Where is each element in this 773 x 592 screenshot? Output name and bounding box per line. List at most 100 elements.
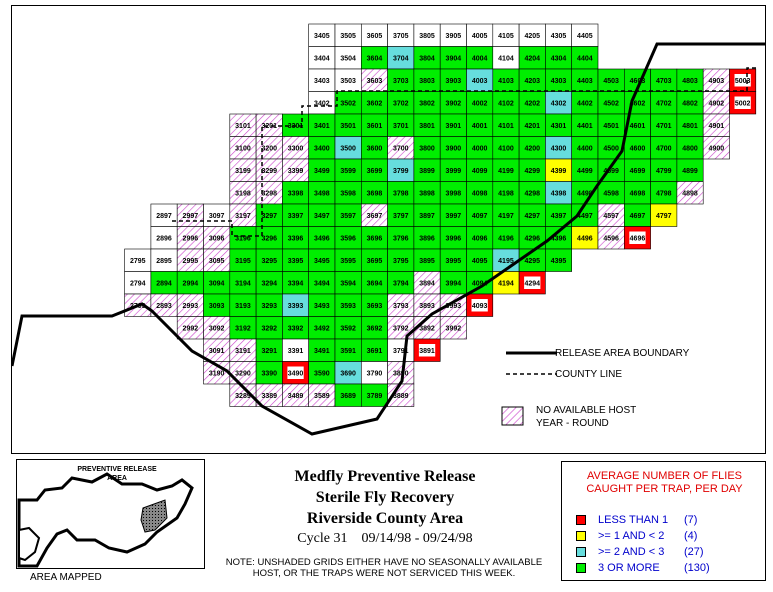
grid-cell-label: 4702: [656, 100, 672, 107]
grid-cell-3593: 3593: [334, 293, 362, 317]
grid-cell-label: 4902: [709, 100, 725, 107]
grid-cell-4900: 4900: [702, 136, 730, 160]
grid-cell-3389: 3389: [255, 383, 283, 407]
grid-cell-3401: 3401: [308, 113, 336, 137]
grid-cell-label: 3591: [340, 348, 356, 355]
grid-cell-3489: 3489: [282, 383, 309, 407]
grid-cell-label: 4898: [682, 190, 698, 197]
grid-cell-label: 3291: [261, 348, 277, 355]
grid-cell-3398: 3398: [282, 181, 309, 205]
grid-cell-3905: 3905: [439, 23, 467, 47]
grid-cell-4101: 4101: [492, 113, 520, 137]
grid-cell-3903: 3903: [439, 68, 467, 92]
grid-cell-3505: 3505: [334, 23, 362, 47]
grid-cell-label: 4404: [577, 55, 593, 62]
grid-cell-label: 4096: [472, 235, 488, 242]
grid-cell-label: 3502: [340, 100, 356, 107]
grid-cell-3400: 3400: [308, 136, 336, 160]
grid-cell-4200: 4200: [518, 136, 546, 160]
grid-cell-label: 4299: [524, 168, 540, 175]
inset-label: PREVENTIVE RELEASE AREA: [77, 466, 157, 482]
grid-cell-label: 3096: [209, 235, 225, 242]
grid-cell-3901: 3901: [439, 113, 467, 137]
grid-cell-3100: 3100: [229, 136, 257, 160]
grid-cell-3490: 3490: [282, 361, 309, 385]
grid-cell-3599: 3599: [334, 158, 362, 182]
grid-cell-label: 4099: [472, 168, 488, 175]
grid-cell-label: 4004: [472, 55, 488, 62]
grid-cell-3997: 3997: [439, 203, 467, 227]
grid-cell-2994: 2994: [176, 271, 204, 295]
inset-caption: AREA MAPPED: [30, 572, 102, 583]
grid-cell-3895: 3895: [413, 248, 441, 272]
inset-map: PREVENTIVE RELEASE AREA: [16, 459, 205, 569]
grid-cell-label: 3490: [288, 370, 304, 377]
grid-cell-label: 3597: [340, 213, 356, 220]
grid-cell-4099: 4099: [466, 158, 494, 182]
grid-cell-3290: 3290: [229, 361, 257, 385]
grid-cell-3992: 3992: [439, 316, 467, 340]
grid-cell-label: 3595: [340, 258, 356, 265]
grid-cell-label: 4198: [498, 190, 514, 197]
grid-cell-3904: 3904: [439, 46, 467, 70]
grid-cell-label: 3800: [419, 145, 435, 152]
grid-cell-3796: 3796: [387, 226, 415, 250]
grid-cell-5002: 5002: [729, 91, 757, 115]
grid-cell-label: 4294: [524, 280, 540, 287]
grid-cell-label: 3199: [235, 168, 251, 175]
grid-cell-label: 5002: [735, 100, 751, 107]
grid-cell-label: 3200: [261, 145, 277, 152]
grid-cell-label: 5003: [735, 78, 751, 85]
grid-cell-label: 3589: [314, 393, 330, 400]
grid-cell-label: 3598: [340, 190, 356, 197]
grid-cell-label: 2997: [183, 213, 199, 220]
legend-no-host-label-1: NO AVAILABLE HOST: [536, 405, 637, 416]
grid-cell-3692: 3692: [360, 316, 388, 340]
grid-cell-3694: 3694: [360, 271, 388, 295]
title-line-2: Sterile Fly Recovery: [315, 489, 455, 506]
grid-cell-label: 3389: [261, 393, 277, 400]
grid-cell-label: 3791: [393, 348, 409, 355]
grid-cell-4899: 4899: [676, 158, 704, 182]
grid-cell-3197: 3197: [229, 203, 257, 227]
grid-cell-4400: 4400: [571, 136, 599, 160]
grid-cell-4802: 4802: [676, 91, 704, 115]
grid-cell-label: 4900: [709, 145, 725, 152]
grid-cell-label: 3294: [261, 280, 277, 287]
grid-cell-4203: 4203: [518, 68, 546, 92]
grid-cell-3691: 3691: [360, 338, 388, 362]
grid-cell-3291: 3291: [255, 338, 283, 362]
grid-cell-label: 4195: [498, 258, 514, 265]
grid-cell-label: 3395: [288, 258, 304, 265]
grid-cell-label: 3398: [288, 190, 304, 197]
grid-cell-label: 4798: [656, 190, 672, 197]
grid-cell-3592: 3592: [334, 316, 362, 340]
grid-cell-3502: 3502: [334, 91, 362, 115]
grid-cell-label: 3802: [419, 100, 435, 107]
grid-cell-label: 4500: [603, 145, 619, 152]
grid-cell-3693: 3693: [360, 293, 388, 317]
grid-cell-label: 4802: [682, 100, 698, 107]
grid-cell-4797: 4797: [650, 203, 678, 227]
grid-cell-label: 3889: [393, 393, 409, 400]
inset-map-svg: [17, 472, 194, 568]
grid-cell-3697: 3697: [360, 203, 388, 227]
grid-cell-label: 3091: [209, 348, 225, 355]
grid-cell-label: 4103: [498, 78, 514, 85]
grid-cell-label: 3405: [314, 33, 330, 40]
grid-cell-label: 3803: [419, 78, 435, 85]
grid-cell-label: 4003: [472, 78, 488, 85]
grid-cell-label: 3496: [314, 235, 330, 242]
grid-cell-4701: 4701: [650, 113, 678, 137]
grid-cell-3399: 3399: [282, 158, 309, 182]
grid-cell-label: 4105: [498, 33, 514, 40]
grid-cell-3396: 3396: [282, 226, 309, 250]
grid-cell-label: 3292: [261, 325, 277, 332]
grid-cell-3589: 3589: [308, 383, 336, 407]
grid-cell-label: 3394: [288, 280, 304, 287]
grid-cell-label: 4304: [551, 55, 567, 62]
grid-cell-label: 3905: [446, 33, 462, 40]
grid-cell-label: 3994: [446, 280, 462, 287]
grid-cell-3404: 3404: [308, 46, 336, 70]
grid-cell-label: 3805: [419, 33, 435, 40]
